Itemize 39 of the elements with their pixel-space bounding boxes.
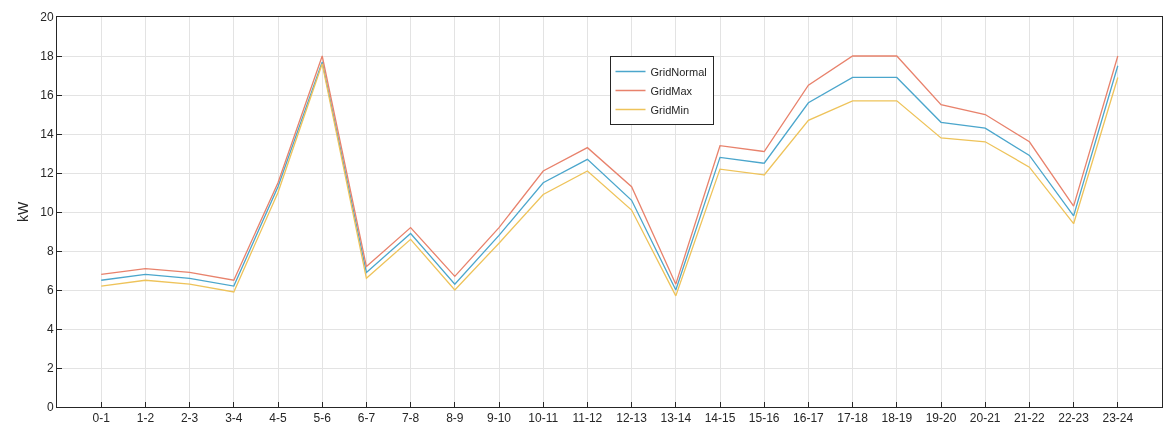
y-tick-label: 18 <box>40 49 54 64</box>
x-tick-label: 20-21 <box>969 411 1001 426</box>
x-tick-label: 2-3 <box>180 411 199 426</box>
y-tick-label: 8 <box>46 244 54 259</box>
x-tick-label: 12-13 <box>616 411 648 426</box>
y-tick-label: 20 <box>40 10 54 25</box>
x-tick-label: 10-11 <box>528 411 559 426</box>
x-tick-label: 17-18 <box>837 411 869 426</box>
x-tick-label: 21-22 <box>1014 411 1046 426</box>
x-tick-label: 0-1 <box>92 411 111 426</box>
x-tick-label: 22-23 <box>1058 411 1090 426</box>
x-tick-label: 1-2 <box>136 411 155 426</box>
y-tick-label: 4 <box>46 322 54 337</box>
x-tick-label: 18-19 <box>881 411 913 426</box>
x-tick-label: 7-8 <box>401 411 420 426</box>
x-tick-label: 19-20 <box>925 411 957 426</box>
x-tick-label: 13-14 <box>660 411 692 426</box>
x-tick-label: 6-7 <box>357 411 376 426</box>
x-tick-label: 23-24 <box>1102 411 1134 426</box>
x-tick-label: 11-12 <box>572 411 603 426</box>
x-tick-label: 8-9 <box>446 411 464 426</box>
y-tick-label: 14 <box>40 127 54 142</box>
y-tick-label: 12 <box>40 166 54 181</box>
y-tick-label: 16 <box>40 88 54 103</box>
x-tick-label: 16-17 <box>793 411 825 426</box>
y-tick-label: 0 <box>46 400 54 415</box>
x-tick-label: 3-4 <box>225 411 243 426</box>
y-axis-title: kW <box>14 201 31 223</box>
x-tick-label: 15-16 <box>748 411 780 426</box>
x-tick-label: 9-10 <box>486 411 512 426</box>
x-tick-label: 5-6 <box>313 411 332 426</box>
legend-label: GridMax <box>650 84 693 97</box>
legend-label: GridNormal <box>650 65 707 78</box>
y-tick-label: 2 <box>46 361 54 376</box>
x-tick-label: 14-15 <box>704 411 736 426</box>
y-tick-label: 6 <box>46 283 54 298</box>
legend-label: GridMin <box>650 103 690 116</box>
x-tick-label: 4-5 <box>269 411 287 426</box>
y-tick-label: 10 <box>40 205 54 220</box>
